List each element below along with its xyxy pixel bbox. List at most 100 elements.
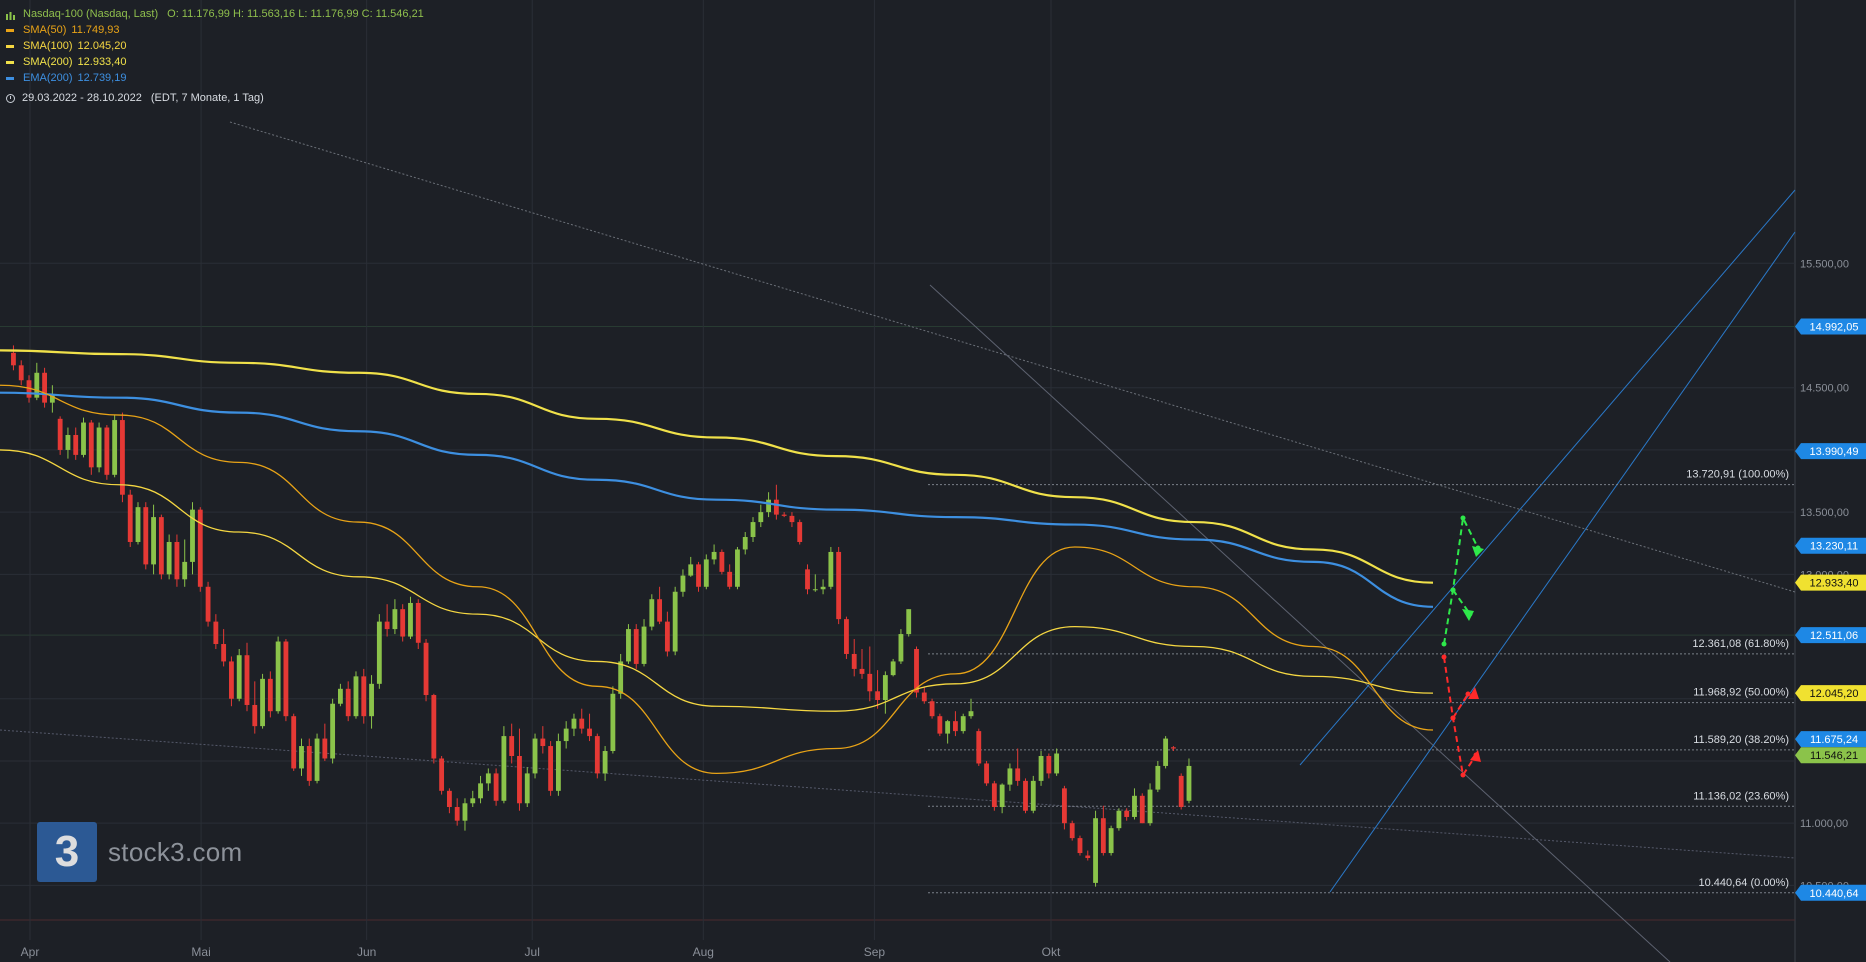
candle-body — [1023, 780, 1028, 811]
channel-line-upper — [1299, 189, 1796, 766]
price-tag-background — [1795, 318, 1866, 335]
candle-body — [812, 589, 818, 591]
candle-body — [571, 718, 577, 729]
candle-body — [929, 701, 935, 717]
price-tag-label: 13.230,11 — [1810, 541, 1858, 553]
candle-body — [1054, 753, 1060, 774]
candle-body — [594, 736, 600, 774]
candle-body — [299, 746, 304, 769]
bullish-projection-point — [1441, 641, 1447, 647]
candle-body — [353, 676, 359, 717]
y-tick-label: 14.500,00 — [1800, 383, 1849, 395]
candle-body — [236, 655, 242, 699]
candle-body — [968, 711, 974, 717]
indicator-row[interactable]: SMA(50) 11.749,93 — [6, 22, 424, 38]
candle-body — [1038, 755, 1044, 781]
indicator-value: 12.933,40 — [77, 56, 127, 68]
candle-body — [369, 683, 374, 717]
candle-body — [773, 499, 779, 515]
trend-line-diagonal — [929, 284, 1671, 962]
candle-body — [197, 509, 203, 587]
range-info: (EDT, 7 Monate, 1 Tag) — [150, 92, 264, 104]
candle-body — [766, 499, 771, 513]
candle-body — [431, 695, 437, 759]
candle-body — [205, 586, 211, 622]
candle-body — [664, 621, 670, 652]
candle-body — [805, 569, 810, 590]
candle-body — [789, 515, 795, 523]
x-tick-label: Sep — [864, 945, 886, 959]
candle-body — [120, 420, 125, 495]
candle-body — [540, 738, 546, 747]
date-range: 29.03.2022 - 28.10.2022 — [22, 92, 142, 104]
candle-body — [151, 517, 156, 565]
candle-body — [65, 434, 71, 450]
candle-body — [423, 642, 429, 696]
candle-body — [283, 641, 289, 717]
candle-body — [260, 678, 265, 727]
brand-watermark: 3 stock3.com — [37, 822, 243, 882]
candle-body — [626, 629, 631, 662]
candle-body — [221, 644, 227, 662]
price-tag-label: 12.933,40 — [1810, 578, 1859, 590]
candle-body — [696, 564, 701, 587]
candle-body — [976, 731, 982, 764]
price-tag-background — [1795, 627, 1866, 644]
instrument-name: Nasdaq-100 (Nasdaq, Last) — [23, 8, 159, 20]
candle-body — [587, 728, 592, 737]
candle-body — [750, 522, 756, 538]
price-tag-label: 12.511,06 — [1810, 630, 1858, 642]
candle-body — [524, 773, 530, 804]
price-tag-label: 14.992,05 — [1810, 321, 1859, 333]
candle-body — [797, 522, 803, 542]
candle-body — [415, 602, 421, 643]
fibonacci-level-label: 12.361,08 (61.80%) — [1692, 638, 1789, 650]
candle-body — [1116, 810, 1122, 829]
ohlc-values: O: 11.176,99 H: 11.563,16 L: 11.176,99 C… — [167, 8, 424, 20]
candle-body — [1015, 768, 1021, 781]
candle-body — [517, 755, 522, 804]
candle-body — [158, 517, 164, 575]
bearish-projection-branch-point — [1465, 691, 1471, 697]
candle-body — [127, 494, 133, 542]
indicator-swatch — [6, 76, 14, 80]
candle-body — [493, 773, 499, 801]
candle-body — [563, 728, 569, 742]
indicator-row[interactable]: SMA(200) 12.933,40 — [6, 54, 424, 70]
candle-body — [610, 693, 616, 752]
candle-body — [384, 621, 390, 630]
candle-body — [875, 691, 880, 701]
bearish-arrowhead — [1468, 687, 1479, 699]
candle-body — [999, 784, 1005, 808]
price-tag: 13.230,11 — [1795, 537, 1866, 554]
candle-body — [478, 783, 483, 799]
candle-body — [1100, 818, 1106, 854]
indicator-row[interactable]: EMA(200) 12.739,19 — [6, 70, 424, 86]
candle-body — [330, 703, 336, 759]
candle-body — [322, 738, 328, 759]
candle-body — [984, 763, 989, 784]
indicator-row[interactable]: SMA(100) 12.045,20 — [6, 38, 424, 54]
bullish-projection-branch-point — [1450, 587, 1456, 593]
candle-body — [882, 675, 888, 701]
candle-body — [711, 551, 717, 560]
price-tag: 11.675,24 — [1795, 731, 1866, 748]
candle-body — [135, 507, 141, 542]
chart-legend: Nasdaq-100 (Nasdaq, Last) O: 11.176,99 H… — [6, 6, 424, 106]
candle-body — [914, 648, 919, 693]
candle-body — [1178, 775, 1184, 808]
candle-body — [306, 746, 312, 781]
candle-body — [937, 716, 943, 734]
candle-body — [921, 692, 927, 702]
moving-average-line — [0, 391, 1434, 608]
candle-body — [182, 561, 188, 580]
candle-body — [1163, 738, 1169, 766]
candle-body — [1147, 789, 1153, 824]
bearish-projection-branch — [1452, 693, 1469, 719]
indicator-label: SMA(100) — [23, 40, 73, 52]
price-tag: 10.440,64 — [1795, 884, 1866, 901]
candle-body — [81, 422, 86, 455]
candle-body — [244, 655, 250, 705]
bullish-projection — [1443, 514, 1479, 645]
